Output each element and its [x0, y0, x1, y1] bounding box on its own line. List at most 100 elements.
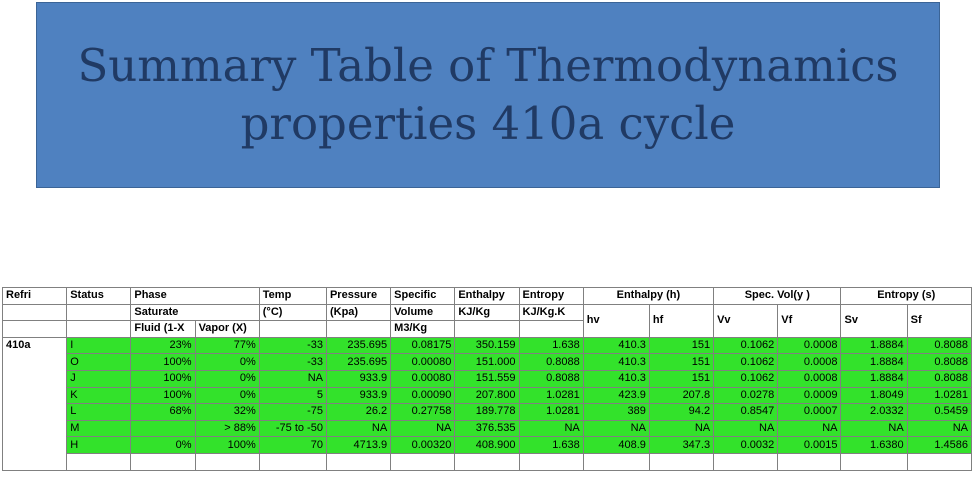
temp-cell: -33	[258, 336, 327, 355]
vf-cell: NA	[777, 419, 842, 438]
table-row: J 100% 0% NA 933.9 0.00080 151.559 0.8088 410.3 1…	[3, 369, 973, 388]
table-row: K 100% 0% 5 933.9 0.00090 207.800 1.0281 423.9 20…	[3, 386, 973, 405]
hf-cell: 151	[648, 336, 715, 355]
temp-cell: -75 to -50	[258, 419, 327, 438]
sv-cell: 1.8884	[840, 336, 908, 355]
header-enthalpy: Enthalpy	[454, 287, 520, 305]
status-cell: L	[66, 403, 132, 421]
volume-cell: NA	[390, 419, 456, 438]
header-vf: Vf	[777, 303, 842, 338]
enthalpy-cell: 376.535	[454, 419, 520, 438]
pressure-cell: 235.695	[325, 353, 392, 371]
vf-cell: 0.0008	[777, 353, 842, 371]
vapor-cell: 0%	[194, 386, 260, 405]
header-volume-unit: M3/Kg	[390, 320, 456, 338]
fluid-cell: 100%	[130, 386, 196, 405]
table-row: O 100% 0% -33 235.695 0.00080 151.000 0.8088 410…	[3, 353, 973, 371]
vapor-cell: 77%	[194, 336, 260, 355]
enthalpy-cell: 408.900	[454, 436, 520, 454]
status-cell: M	[66, 419, 132, 438]
hf-cell: 151	[648, 353, 715, 371]
enthalpy-cell: 151.559	[454, 369, 520, 388]
header-row-2: Saturate (°C) (Kpa) Volume KJ/Kg KJ/Kg.K…	[1, 303, 973, 338]
vv-cell: 0.1062	[713, 353, 779, 371]
sf-cell: 0.8088	[906, 336, 973, 355]
hf-cell: 94.2	[648, 403, 715, 421]
title-banner: Summary Table of Thermodynamics properti…	[36, 2, 940, 188]
hv-cell: 389	[582, 403, 650, 421]
temp-cell: 70	[258, 436, 327, 454]
table-row: H 0% 100% 70 4713.9 0.00320 408.900 1.638 408.9 3…	[3, 436, 973, 454]
sv-cell: 1.8884	[840, 353, 908, 371]
volume-cell: 0.00320	[390, 436, 456, 454]
fluid-cell: 68%	[130, 403, 196, 421]
vv-cell: 0.1062	[713, 336, 779, 355]
pressure-cell: NA	[325, 419, 392, 438]
title-line-1: Summary Table of Thermodynamics	[77, 39, 899, 92]
table-row: M > 88% -75 to -50 NA NA 376.535 NA NA NA NA NA NA N…	[3, 419, 973, 438]
sf-cell: 0.5459	[906, 403, 973, 421]
header-pressure-unit: (Kpa)	[325, 303, 392, 322]
status-cell: J	[66, 369, 132, 388]
header-row-3: Fluid (1-X Vapor (X) M3/Kg	[1, 320, 972, 338]
entropy-cell: 0.8088	[518, 369, 584, 388]
sv-cell: 2.0332	[840, 403, 908, 421]
hv-cell: 423.9	[582, 386, 650, 405]
header-temp: Temp	[258, 287, 327, 305]
refrigerant-cell: 410a	[1, 336, 68, 471]
header-sf: Sf	[906, 303, 973, 338]
vv-cell: 0.1062	[713, 369, 779, 388]
temp-cell: -33	[258, 353, 327, 371]
header-volume: Volume	[390, 303, 456, 322]
hv-cell: 410.3	[582, 353, 650, 371]
sv-cell: 1.8884	[840, 369, 908, 388]
vv-cell: NA	[713, 419, 779, 438]
volume-cell: 0.00080	[390, 369, 456, 388]
header-row-1: Refri Status Phase Temp Pressure Specifi…	[1, 287, 972, 305]
hf-cell: 151	[648, 369, 715, 388]
table-row: 410a I 23% 77% -33 235.695 0.08175 350.159 1.638…	[1, 336, 973, 471]
header-temp-unit: (°C)	[258, 303, 327, 322]
hf-cell: NA	[648, 419, 715, 438]
header-entropy: Entropy	[518, 287, 584, 305]
sv-cell: NA	[840, 419, 908, 438]
fluid-cell: 100%	[130, 353, 196, 371]
header-fluid: Fluid (1-X	[130, 320, 196, 338]
enthalpy-cell: 350.159	[454, 336, 520, 355]
status-cell: O	[66, 353, 132, 371]
entropy-cell: 1.638	[518, 336, 584, 355]
enthalpy-cell: 207.800	[454, 386, 520, 405]
header-saturate: Saturate	[130, 303, 260, 322]
status-cell: H	[66, 436, 132, 454]
temp-cell: NA	[258, 369, 327, 388]
vv-cell: 0.0032	[713, 436, 779, 454]
vapor-cell: 100%	[194, 436, 260, 454]
volume-cell: 0.00080	[390, 353, 456, 371]
header-sv: Sv	[840, 303, 908, 338]
hv-cell: NA	[582, 419, 650, 438]
sf-cell: 0.8088	[906, 369, 973, 388]
sf-cell: NA	[906, 419, 973, 438]
table-row: L 68% 32% -75 26.2 0.27758 189.778 1.0281 389 94.…	[3, 403, 973, 421]
hv-cell: 408.9	[582, 436, 650, 454]
fluid-cell: 0%	[130, 436, 196, 454]
fluid-cell	[130, 419, 196, 438]
sf-cell: 0.8088	[906, 353, 973, 371]
thermo-properties-table: Refri Status Phase Temp Pressure Specifi…	[1, 287, 973, 471]
temp-cell: -75	[258, 403, 327, 421]
volume-cell: 0.08175	[390, 336, 456, 355]
header-spec-vol: Spec. Vol(y )	[713, 287, 842, 305]
enthalpy-cell: 151.000	[454, 353, 520, 371]
fluid-cell: 23%	[130, 336, 196, 355]
pressure-cell: 933.9	[325, 386, 392, 405]
pressure-cell: 26.2	[325, 403, 392, 421]
hf-cell: 207.8	[648, 386, 715, 405]
header-entropy-unit: KJ/Kg.K	[518, 303, 584, 322]
header-hf: hf	[648, 303, 715, 338]
hv-cell: 410.3	[582, 369, 650, 388]
header-refri: Refri	[1, 287, 68, 305]
vf-cell: 0.0015	[777, 436, 842, 454]
entropy-cell: 1.0281	[518, 403, 584, 421]
vv-cell: 0.0278	[713, 386, 779, 405]
header-phase: Phase	[130, 287, 260, 305]
